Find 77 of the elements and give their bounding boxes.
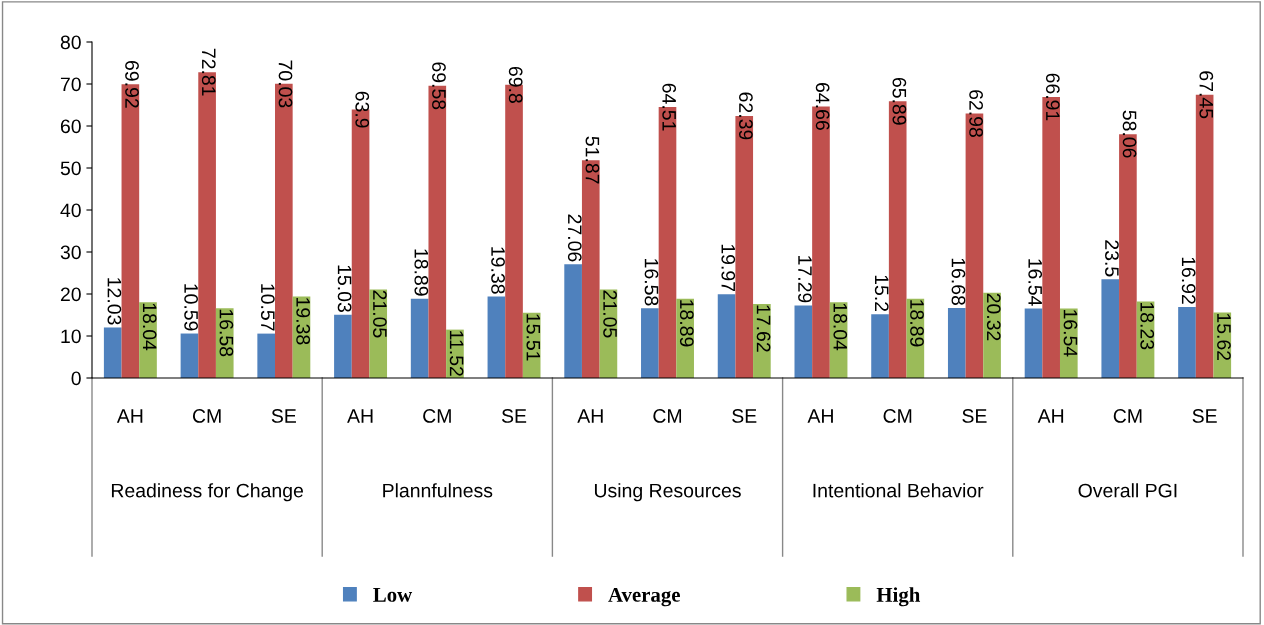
data-label: 18.89	[910, 300, 924, 347]
data-label: 66.91	[1045, 73, 1060, 121]
x-tick-label: SE	[962, 409, 987, 423]
x-tick-label: AH	[347, 409, 373, 423]
data-label: 65.89	[892, 77, 907, 125]
y-tick-label: 40	[60, 203, 81, 218]
data-label: 20.32	[986, 293, 1001, 341]
y-tick-label: 30	[60, 245, 81, 260]
data-label: 19.38	[296, 298, 311, 345]
x-tick-label: SE	[271, 409, 296, 423]
y-tick-label: 10	[61, 329, 81, 344]
data-label: 21.05	[373, 290, 387, 338]
data-label: 18.89	[414, 249, 429, 296]
text: Readiness for Change	[111, 483, 303, 502]
data-label: 67.45	[1199, 71, 1214, 119]
data-label: 17.62	[756, 305, 771, 352]
data-label: 17.29	[798, 256, 812, 303]
data-label: 10.59	[184, 284, 198, 331]
data-label: 64.66	[815, 83, 830, 130]
data-label: 16.54	[1063, 310, 1078, 357]
data-label: 18.23	[1140, 302, 1155, 350]
text: Plannfulness	[383, 483, 493, 498]
data-label: 19.97	[721, 244, 736, 292]
data-label: 64.51	[662, 83, 677, 131]
data-label: 69.58	[432, 62, 446, 110]
data-label: 21.05	[603, 290, 617, 338]
data-label: 16.58	[219, 309, 234, 357]
x-tick-label: CM	[653, 409, 682, 423]
data-label: 27.06	[567, 214, 582, 262]
data-label: 16.92	[1181, 257, 1196, 304]
legend-label: Average	[608, 587, 680, 607]
x-tick-label: SE	[501, 409, 527, 423]
x-tick-label: AH	[807, 409, 833, 423]
x-tick-label: SE	[732, 409, 757, 423]
data-label: 63.9	[355, 91, 370, 128]
text: Intentional Behavior	[813, 483, 984, 498]
data-label: 18.04	[833, 303, 848, 351]
x-tick-label: SE	[1192, 409, 1217, 423]
data-label: 16.68	[951, 258, 966, 305]
x-tick-label: CM	[883, 409, 912, 423]
data-label: 19.38	[491, 247, 505, 294]
data-label: 15.03	[337, 265, 352, 312]
x-tick-label: CM	[423, 409, 451, 423]
data-label: 62.98	[969, 90, 983, 137]
data-label: 15.2	[874, 275, 889, 312]
data-label: 15.51	[526, 314, 541, 361]
y-tick-label: 80	[60, 35, 81, 50]
data-label: 16.58	[644, 259, 659, 306]
x-tick-label: AH	[116, 409, 143, 423]
text: Using Resources	[594, 483, 741, 502]
data-label: 15.62	[1217, 313, 1231, 361]
legend-label: High	[876, 587, 921, 607]
x-tick-label: CM	[192, 409, 221, 423]
data-label: 70.03	[278, 60, 293, 108]
data-label: 62.39	[739, 92, 753, 140]
y-tick-label: 70	[60, 77, 81, 92]
data-label: 10.57	[260, 284, 275, 331]
data-label: 23.5	[1105, 240, 1119, 277]
data-label: 16.54	[1028, 259, 1043, 306]
legend-label: Low	[373, 588, 413, 602]
data-label: 11.52	[449, 331, 464, 376]
data-label: 69.8	[508, 66, 523, 103]
y-tick-label: 60	[60, 119, 81, 134]
data-label: 51.87	[585, 136, 600, 184]
y-tick-label: 0	[71, 371, 81, 386]
data-label: 72.81	[201, 48, 216, 96]
data-label: 12.03	[107, 278, 122, 325]
x-tick-label: CM	[1113, 409, 1142, 423]
data-label: 18.04	[142, 303, 157, 351]
y-tick-label: 50	[60, 161, 81, 176]
data-label: 69.92	[125, 61, 139, 108]
data-label: 18.89	[679, 300, 694, 347]
x-tick-label: AH	[1037, 409, 1064, 423]
text: Overall PGI	[1078, 483, 1177, 498]
data-label: 58.06	[1122, 110, 1137, 158]
y-tick-label: 20	[60, 287, 81, 302]
x-tick-label: AH	[577, 409, 603, 423]
